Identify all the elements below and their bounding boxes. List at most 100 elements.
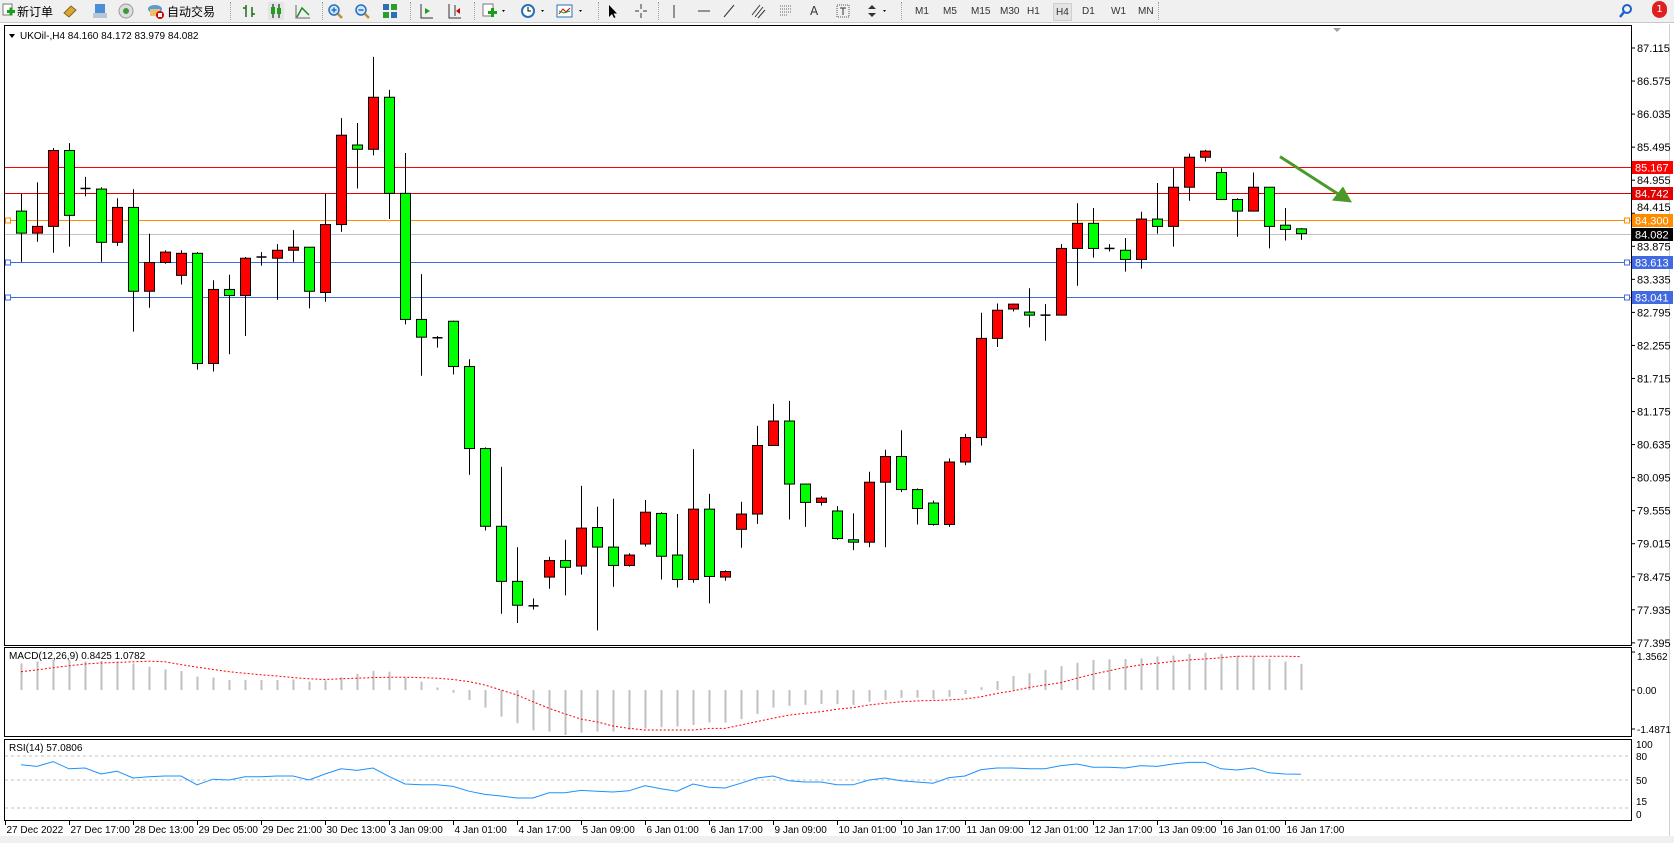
candle[interactable] xyxy=(416,274,427,376)
candle[interactable] xyxy=(48,148,59,253)
candle[interactable] xyxy=(256,252,267,266)
candle[interactable] xyxy=(352,122,363,189)
candle[interactable] xyxy=(464,359,475,475)
candle[interactable] xyxy=(560,539,571,596)
candle[interactable] xyxy=(1280,208,1291,241)
candle[interactable] xyxy=(816,496,827,506)
candle[interactable] xyxy=(512,547,523,623)
candle[interactable] xyxy=(288,230,299,262)
new-order-button[interactable]: 新订单 xyxy=(1,2,53,20)
candle[interactable] xyxy=(176,250,187,285)
candle[interactable] xyxy=(736,501,747,548)
candle[interactable] xyxy=(1232,198,1243,237)
timeframe-mn[interactable]: MN xyxy=(1138,5,1154,17)
timeframe-m30[interactable]: M30 xyxy=(1000,5,1020,17)
candle[interactable] xyxy=(144,233,155,308)
trend-arrow-line[interactable] xyxy=(1279,155,1343,198)
candle[interactable] xyxy=(368,56,379,156)
vertical-line-button[interactable] xyxy=(668,2,680,20)
candle[interactable] xyxy=(240,256,251,336)
candle[interactable] xyxy=(432,335,443,348)
timeframe-h4[interactable]: H4 xyxy=(1053,3,1072,21)
timeframe-m15[interactable]: M15 xyxy=(971,5,991,17)
candle[interactable] xyxy=(304,246,315,309)
timeframe-m1[interactable]: M1 xyxy=(915,5,929,17)
candle[interactable] xyxy=(960,433,971,466)
level-handle[interactable] xyxy=(5,294,11,301)
candle[interactable] xyxy=(624,553,635,567)
candle[interactable] xyxy=(528,598,539,610)
candle[interactable] xyxy=(64,143,75,247)
zoom-out-button[interactable] xyxy=(354,2,370,20)
candle[interactable] xyxy=(1264,186,1275,249)
candle[interactable] xyxy=(688,449,699,583)
level-handle[interactable] xyxy=(5,217,11,224)
arrows-button[interactable] xyxy=(866,2,890,20)
zoom-in-button[interactable] xyxy=(327,2,343,20)
chart-shift-marker[interactable] xyxy=(1333,28,1341,32)
candle[interactable] xyxy=(832,506,843,540)
timeframe-h1[interactable]: H1 xyxy=(1027,5,1040,17)
candle[interactable] xyxy=(192,252,203,370)
candle[interactable] xyxy=(704,493,715,604)
candle[interactable] xyxy=(1168,168,1179,247)
candle[interactable] xyxy=(608,498,619,587)
candle[interactable] xyxy=(160,250,171,264)
candle[interactable] xyxy=(976,312,987,446)
candle[interactable] xyxy=(1152,182,1163,234)
candlestick-button[interactable] xyxy=(268,2,284,20)
candle[interactable] xyxy=(80,176,91,197)
candle[interactable] xyxy=(224,274,235,355)
candle[interactable] xyxy=(400,152,411,325)
candle[interactable] xyxy=(16,193,27,262)
level-handle[interactable] xyxy=(1624,294,1630,301)
candle[interactable] xyxy=(848,513,859,551)
candle[interactable] xyxy=(272,244,283,300)
candle[interactable] xyxy=(672,514,683,588)
equidistant-channel-button[interactable] xyxy=(751,2,767,20)
candle[interactable] xyxy=(656,512,667,580)
candle[interactable] xyxy=(928,500,939,526)
candle[interactable] xyxy=(336,118,347,232)
candle[interactable] xyxy=(880,449,891,548)
candle[interactable] xyxy=(784,400,795,520)
candle[interactable] xyxy=(480,447,491,531)
timeframe-d1[interactable]: D1 xyxy=(1082,5,1095,17)
templates-button[interactable] xyxy=(556,2,586,20)
candle[interactable] xyxy=(1040,304,1051,341)
candle[interactable] xyxy=(1200,149,1211,162)
candle[interactable] xyxy=(1136,211,1147,269)
candle[interactable] xyxy=(128,189,139,332)
candle[interactable] xyxy=(576,485,587,575)
candle[interactable] xyxy=(1104,244,1115,252)
trendline-button[interactable] xyxy=(722,2,736,20)
indicators-button[interactable] xyxy=(482,2,508,20)
tile-windows-button[interactable] xyxy=(382,2,398,20)
market-watch-button[interactable] xyxy=(62,2,78,20)
candle[interactable] xyxy=(912,488,923,525)
candle[interactable] xyxy=(96,187,107,262)
periods-button[interactable] xyxy=(520,2,548,20)
candle[interactable] xyxy=(112,198,123,246)
chart-shift-button[interactable] xyxy=(446,2,462,20)
candle[interactable] xyxy=(720,570,731,581)
candle[interactable] xyxy=(864,471,875,548)
candle[interactable] xyxy=(320,193,331,302)
candle[interactable] xyxy=(1024,288,1035,328)
candle[interactable] xyxy=(1184,153,1195,201)
data-window-button[interactable] xyxy=(92,2,108,20)
timeframe-m5[interactable]: M5 xyxy=(943,5,957,17)
search-button[interactable] xyxy=(1618,2,1634,20)
bar-chart-button[interactable] xyxy=(241,2,257,20)
candle[interactable] xyxy=(1296,228,1307,240)
candle[interactable] xyxy=(1056,244,1067,316)
text-label-button[interactable] xyxy=(836,2,850,20)
line-chart-button[interactable] xyxy=(295,2,311,20)
candle[interactable] xyxy=(1248,172,1259,212)
notification-badge[interactable]: 1 xyxy=(1652,1,1667,18)
fibonacci-button[interactable] xyxy=(779,2,793,20)
candle[interactable] xyxy=(944,458,955,527)
candle[interactable] xyxy=(592,506,603,631)
candle[interactable] xyxy=(992,303,1003,347)
auto-scroll-button[interactable] xyxy=(418,2,434,20)
